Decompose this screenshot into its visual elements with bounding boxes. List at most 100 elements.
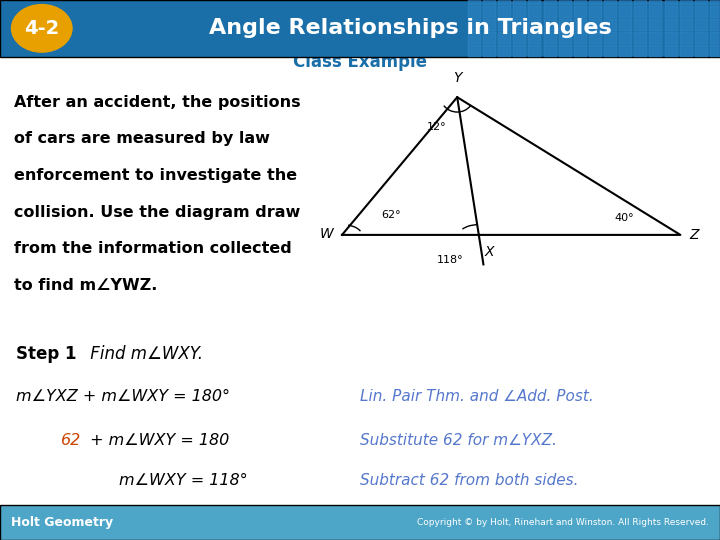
Text: to find m∠YWZ.: to find m∠YWZ. [14, 278, 158, 293]
Bar [695, 0, 708, 5]
Bar [604, 6, 617, 18]
Text: X: X [485, 245, 494, 259]
Bar [498, 32, 511, 44]
Bar [604, 0, 617, 5]
Text: Subtract 62 from both sides.: Subtract 62 from both sides. [360, 473, 578, 488]
Bar [604, 45, 617, 57]
Text: 62°: 62° [382, 210, 401, 220]
Bar [665, 45, 678, 57]
Bar [468, 19, 481, 31]
Text: 118°: 118° [437, 255, 463, 266]
Bar [574, 6, 587, 18]
Bar [680, 32, 693, 44]
Bar [680, 19, 693, 31]
Text: m∠YXZ + m∠WXY = 180°: m∠YXZ + m∠WXY = 180° [16, 389, 230, 404]
Bar [695, 6, 708, 18]
Bar [680, 45, 693, 57]
Text: W: W [320, 227, 333, 241]
Bar [528, 0, 541, 5]
Text: Step 1: Step 1 [16, 345, 76, 363]
Bar [468, 0, 481, 5]
Text: Angle Relationships in Triangles: Angle Relationships in Triangles [209, 18, 612, 38]
Bar [483, 6, 496, 18]
Bar [649, 45, 662, 57]
Bar [619, 0, 632, 5]
Bar [513, 6, 526, 18]
Bar [468, 45, 481, 57]
Bar [574, 45, 587, 57]
Bar [513, 45, 526, 57]
Bar [559, 0, 572, 5]
Text: Lin. Pair Thm. and ∠Add. Post.: Lin. Pair Thm. and ∠Add. Post. [360, 389, 594, 404]
Bar [528, 32, 541, 44]
Bar [710, 32, 720, 44]
Bar [604, 32, 617, 44]
Bar [544, 6, 557, 18]
Bar [604, 19, 617, 31]
Bar [649, 6, 662, 18]
Bar [710, 0, 720, 5]
Bar [513, 19, 526, 31]
Bar [483, 32, 496, 44]
Bar [589, 6, 602, 18]
Text: collision. Use the diagram draw: collision. Use the diagram draw [14, 205, 301, 220]
Text: 4-2: 4-2 [24, 19, 59, 38]
Bar [498, 45, 511, 57]
Text: of cars are measured by law: of cars are measured by law [14, 131, 270, 146]
Bar [649, 19, 662, 31]
Bar [710, 45, 720, 57]
Bar [589, 45, 602, 57]
Bar [634, 19, 647, 31]
Text: from the information collected: from the information collected [14, 241, 292, 256]
Bar [559, 45, 572, 57]
Bar [665, 0, 678, 5]
Bar [483, 0, 496, 5]
Text: 12°: 12° [427, 122, 447, 132]
Bar [619, 32, 632, 44]
Bar [513, 32, 526, 44]
Ellipse shape [12, 5, 72, 52]
Bar [559, 6, 572, 18]
Text: 62: 62 [61, 433, 81, 448]
Bar [574, 19, 587, 31]
Bar [589, 19, 602, 31]
Bar [468, 32, 481, 44]
Bar [634, 45, 647, 57]
Bar [528, 19, 541, 31]
Bar [559, 32, 572, 44]
Bar [665, 6, 678, 18]
Bar [695, 45, 708, 57]
Bar [559, 19, 572, 31]
Bar [680, 0, 693, 5]
Bar [619, 6, 632, 18]
Bar [544, 32, 557, 44]
Text: Substitute 62 for m∠YXZ.: Substitute 62 for m∠YXZ. [360, 433, 557, 448]
Text: m∠WXY = 118°: m∠WXY = 118° [119, 473, 248, 488]
Bar [544, 0, 557, 5]
Bar [710, 19, 720, 31]
Bar [483, 45, 496, 57]
Bar [680, 6, 693, 18]
Text: Copyright © by Holt, Rinehart and Winston. All Rights Reserved.: Copyright © by Holt, Rinehart and Winsto… [417, 518, 709, 527]
Text: After an accident, the positions: After an accident, the positions [14, 94, 301, 110]
Bar [498, 0, 511, 5]
Bar [468, 6, 481, 18]
Bar [695, 19, 708, 31]
Bar [574, 0, 587, 5]
Bar [498, 6, 511, 18]
Text: enforcement to investigate the: enforcement to investigate the [14, 168, 297, 183]
Bar [544, 19, 557, 31]
Bar [513, 0, 526, 5]
Bar [665, 32, 678, 44]
Bar [619, 45, 632, 57]
Bar [528, 6, 541, 18]
Bar [649, 0, 662, 5]
Bar [634, 6, 647, 18]
Text: Holt Geometry: Holt Geometry [11, 516, 113, 529]
Bar [544, 45, 557, 57]
FancyBboxPatch shape [0, 0, 720, 57]
Text: Class Example: Class Example [293, 53, 427, 71]
FancyBboxPatch shape [0, 505, 720, 540]
Bar [589, 32, 602, 44]
Bar [649, 32, 662, 44]
